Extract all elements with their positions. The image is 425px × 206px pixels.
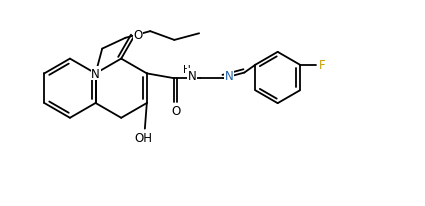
Text: OH: OH [134,131,152,144]
Text: F: F [319,59,326,72]
Text: N: N [187,69,196,82]
Text: O: O [171,105,181,118]
Text: N: N [225,69,234,82]
Text: H: H [183,65,191,75]
Text: O: O [133,29,143,42]
Text: N: N [91,68,100,81]
